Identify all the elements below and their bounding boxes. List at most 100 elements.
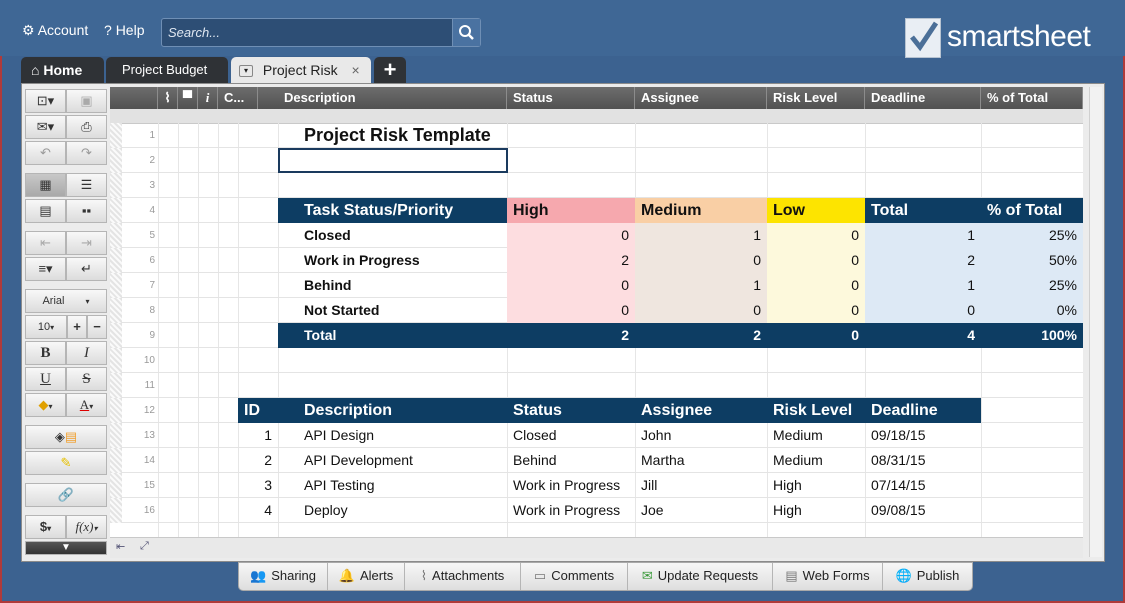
sheet-row[interactable]: 10	[110, 348, 1083, 373]
column-header-assignee[interactable]: Assignee	[635, 87, 767, 109]
column-header-risk-level[interactable]: Risk Level	[767, 87, 865, 109]
total-label[interactable]: Total	[278, 323, 507, 348]
summary-label[interactable]: Not Started	[304, 302, 380, 318]
sheet-row[interactable]: 2	[110, 148, 1083, 173]
column-header-status[interactable]: Status	[507, 87, 635, 109]
summary-pct[interactable]: 25%	[981, 273, 1083, 298]
help-menu[interactable]: ? Help	[104, 22, 144, 38]
calendar-view-button[interactable]: ▤	[25, 199, 66, 223]
vertical-scrollbar[interactable]	[1089, 87, 1102, 557]
comments-button[interactable]: ▭ Comments	[521, 563, 628, 590]
task-header-cell[interactable]: Assignee	[635, 398, 767, 423]
summary-low[interactable]: 0	[767, 298, 865, 323]
task-risk-level[interactable]: Medium	[773, 452, 823, 468]
italic-button[interactable]: I	[66, 341, 107, 365]
summary-row[interactable]: 7 Behind 0 1 0 1 25%	[110, 273, 1083, 298]
summary-row[interactable]: 5 Closed 0 1 0 1 25%	[110, 223, 1083, 248]
print-button[interactable]: ⎙	[66, 115, 107, 139]
summary-label[interactable]: Closed	[304, 227, 351, 243]
summary-pct[interactable]: 50%	[981, 248, 1083, 273]
summary-high[interactable]: 0	[507, 273, 635, 298]
task-row[interactable]: 14 2 API Development Behind Martha Mediu…	[110, 448, 1083, 473]
task-assignee[interactable]: Joe	[641, 502, 664, 518]
formula-button[interactable]: f(x)▾	[66, 515, 107, 539]
summary-pct[interactable]: 25%	[981, 223, 1083, 248]
conditional-format-button[interactable]: ◈▤	[25, 425, 107, 449]
task-row[interactable]: 13 1 API Design Closed John Medium 09/18…	[110, 423, 1083, 448]
summary-total[interactable]: 1	[865, 223, 981, 248]
summary-label[interactable]: Behind	[304, 277, 352, 293]
search-input[interactable]	[166, 22, 450, 43]
summary-medium[interactable]: 0	[635, 298, 767, 323]
redo-button[interactable]: ↷	[66, 141, 107, 165]
summary-label[interactable]: Work in Progress	[304, 252, 420, 268]
task-row[interactable]: 16 4 Deploy Work in Progress Joe High 09…	[110, 498, 1083, 523]
sharing-button[interactable]: 👥 Sharing	[239, 563, 328, 590]
scroll-left-icon[interactable]: ⇤	[116, 541, 126, 553]
sheet-title[interactable]: Project Risk Template	[304, 125, 491, 145]
total-total[interactable]: 4	[865, 323, 981, 348]
task-id[interactable]: 2	[264, 452, 272, 468]
summary-header-cell[interactable]: % of Total	[981, 198, 1083, 223]
summary-total[interactable]: 2	[865, 248, 981, 273]
total-low[interactable]: 0	[767, 323, 865, 348]
total-medium[interactable]: 2	[635, 323, 767, 348]
total-high[interactable]: 2	[507, 323, 635, 348]
undo-button[interactable]: ↶	[25, 141, 66, 165]
summary-total-row[interactable]: 9 Total 2 2 0 4 100%	[110, 323, 1083, 348]
sheet-row[interactable]: 4 Task Status/Priority High Medium Low T…	[110, 198, 1083, 223]
task-risk-level[interactable]: Medium	[773, 427, 823, 443]
task-assignee[interactable]: Martha	[641, 452, 685, 468]
update-requests-button[interactable]: ✉ Update Requests	[628, 563, 773, 590]
column-header-pct-total[interactable]: % of Total	[981, 87, 1083, 109]
font-size-increase-button[interactable]: +	[67, 315, 87, 339]
task-header-row[interactable]: 12 ID Description Status Assignee Risk L…	[110, 398, 1083, 423]
summary-pct[interactable]: 0%	[981, 298, 1083, 323]
wrap-text-button[interactable]: ↵	[66, 257, 107, 281]
highlight-changes-button[interactable]: ✎	[25, 451, 107, 475]
comments-column-header[interactable]: ▀	[178, 87, 198, 109]
task-assignee[interactable]: John	[641, 427, 672, 443]
summary-header-cell[interactable]: Task Status/Priority	[278, 198, 507, 223]
currency-format-button[interactable]: $▾	[25, 515, 66, 539]
email-menu-button[interactable]: ✉▾	[25, 115, 66, 139]
sheet-row[interactable]: 3	[110, 173, 1083, 198]
grid-view-button[interactable]: ▦	[25, 173, 66, 197]
fill-color-button[interactable]: ◆▾	[25, 393, 66, 417]
summary-high[interactable]: 0	[507, 298, 635, 323]
card-view-button[interactable]: ▪▪	[66, 199, 107, 223]
sheet-row[interactable]: 1 Project Risk Template	[110, 123, 1083, 148]
task-risk-level[interactable]: High	[773, 477, 802, 493]
task-description[interactable]: API Design	[304, 427, 375, 443]
task-header-cell[interactable]: Status	[507, 398, 635, 423]
save-button[interactable]: ▣	[66, 89, 107, 113]
summary-header-cell[interactable]: Medium	[635, 198, 767, 223]
font-size-decrease-button[interactable]: −	[87, 315, 107, 339]
column-header-description[interactable]: Description	[278, 87, 507, 109]
new-menu-button[interactable]: ⊡▾	[25, 89, 66, 113]
task-status[interactable]: Closed	[513, 427, 557, 443]
underline-button[interactable]: U	[25, 367, 66, 391]
account-menu[interactable]: ⚙ Account	[22, 22, 88, 39]
task-description[interactable]: Deploy	[304, 502, 348, 518]
summary-header-cell[interactable]: High	[507, 198, 635, 223]
summary-low[interactable]: 0	[767, 248, 865, 273]
summary-low[interactable]: 0	[767, 223, 865, 248]
task-id[interactable]: 3	[264, 477, 272, 493]
summary-medium[interactable]: 0	[635, 248, 767, 273]
tab-home[interactable]: ⌂ Home	[21, 57, 104, 83]
summary-row[interactable]: 6 Work in Progress 2 0 0 2 50%	[110, 248, 1083, 273]
text-color-button[interactable]: A▾	[66, 393, 107, 417]
task-header-cell[interactable]: Description	[278, 398, 507, 423]
summary-low[interactable]: 0	[767, 273, 865, 298]
task-description[interactable]: API Development	[304, 452, 413, 468]
summary-medium[interactable]: 1	[635, 273, 767, 298]
task-deadline[interactable]: 09/18/15	[871, 427, 926, 443]
publish-button[interactable]: 🌐 Publish	[883, 563, 972, 590]
gantt-view-button[interactable]: ☰	[66, 173, 107, 197]
info-column-header[interactable]: i	[198, 87, 218, 109]
attachments-button[interactable]: ⌇ Attachments	[405, 563, 521, 590]
summary-row[interactable]: 8 Not Started 0 0 0 0 0%	[110, 298, 1083, 323]
column-header-c[interactable]: C...	[218, 87, 258, 109]
bold-button[interactable]: B	[25, 341, 66, 365]
